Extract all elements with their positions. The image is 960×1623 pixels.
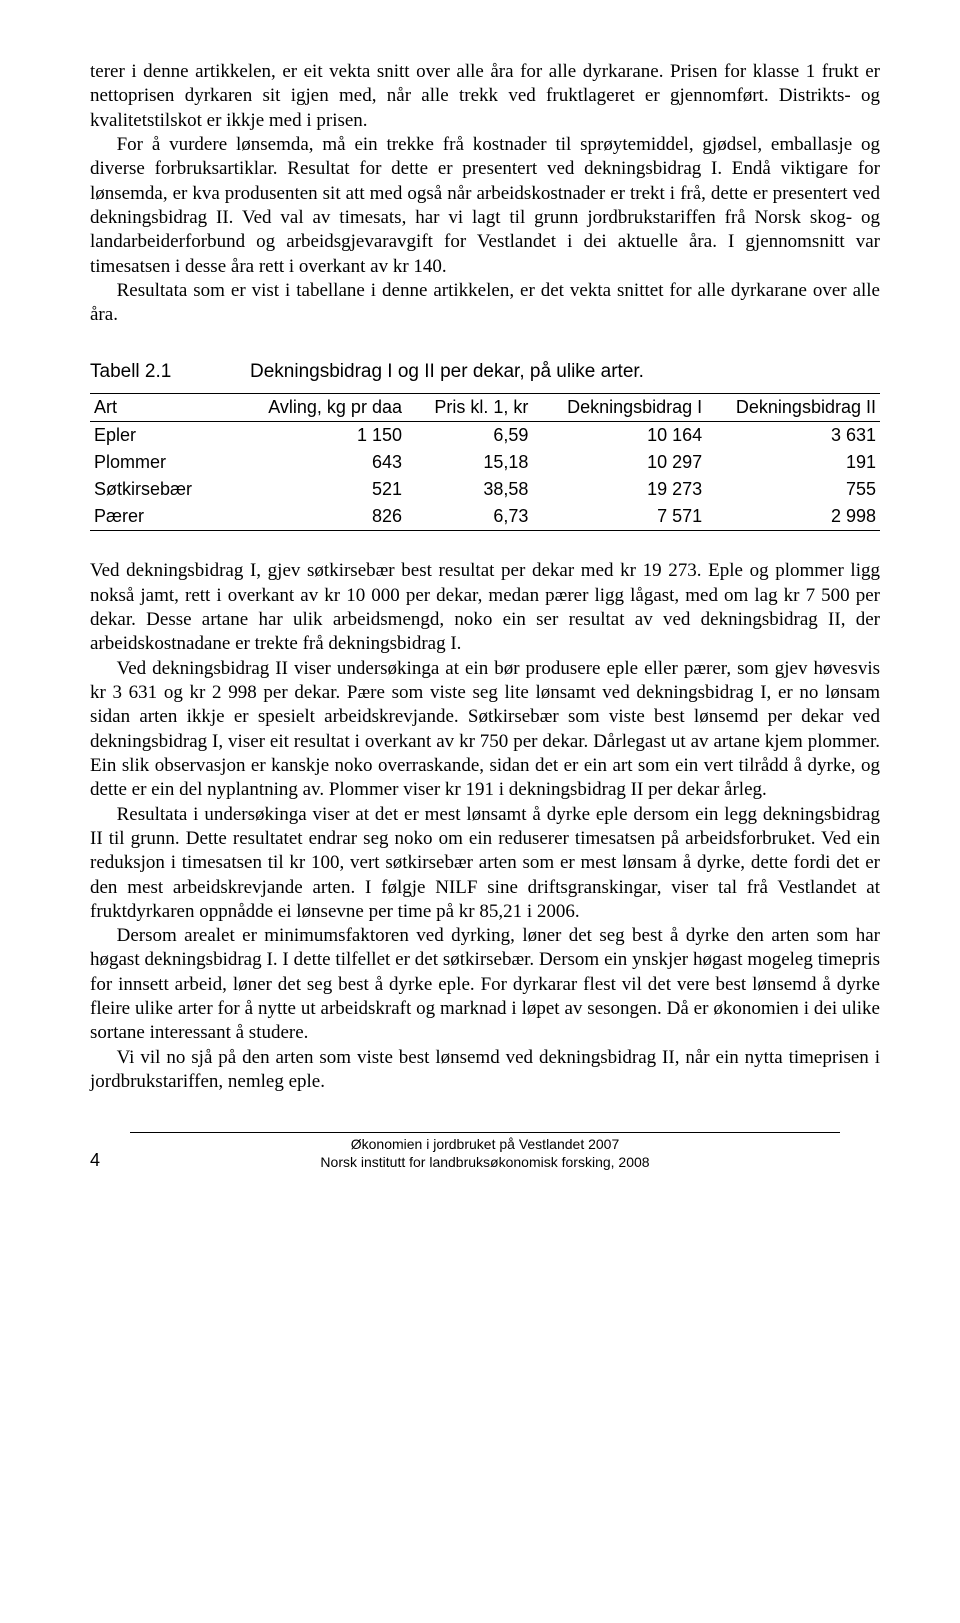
cell-pris: 6,59 bbox=[406, 422, 532, 450]
table-2-1: Tabell 2.1 Dekningsbidrag I og II per de… bbox=[90, 361, 880, 531]
col-header-avling: Avling, kg pr daa bbox=[232, 394, 406, 422]
col-header-pris: Pris kl. 1, kr bbox=[406, 394, 532, 422]
cell-db1: 10 297 bbox=[532, 449, 706, 476]
footer-line-1: Økonomien i jordbruket på Vestlandet 200… bbox=[351, 1136, 620, 1152]
table-row: Søtkirsebær 521 38,58 19 273 755 bbox=[90, 476, 880, 503]
cell-db1: 19 273 bbox=[532, 476, 706, 503]
table-caption: Dekningsbidrag I og II per dekar, på uli… bbox=[250, 361, 644, 383]
paragraph-2: For å vurdere lønsemda, må ein trekke fr… bbox=[90, 133, 880, 279]
cell-db1: 10 164 bbox=[532, 422, 706, 450]
page-number: 4 bbox=[90, 1150, 130, 1171]
cell-db2: 755 bbox=[706, 476, 880, 503]
cell-art: Pærer bbox=[90, 503, 232, 531]
paragraph-1: terer i denne artikkelen, er eit vekta s… bbox=[90, 60, 880, 133]
footer-text: Økonomien i jordbruket på Vestlandet 200… bbox=[130, 1132, 840, 1171]
paragraph-3: Resultata som er vist i tabellane i denn… bbox=[90, 279, 880, 328]
table-label: Tabell 2.1 bbox=[90, 361, 250, 383]
cell-db2: 2 998 bbox=[706, 503, 880, 531]
paragraph-7: Dersom arealet er minimumsfaktoren ved d… bbox=[90, 924, 880, 1046]
paragraph-8: Vi vil no sjå på den arten som viste bes… bbox=[90, 1046, 880, 1095]
data-table: Art Avling, kg pr daa Pris kl. 1, kr Dek… bbox=[90, 393, 880, 531]
cell-db1: 7 571 bbox=[532, 503, 706, 531]
table-row: Epler 1 150 6,59 10 164 3 631 bbox=[90, 422, 880, 450]
table-row: Pærer 826 6,73 7 571 2 998 bbox=[90, 503, 880, 531]
cell-avling: 521 bbox=[232, 476, 406, 503]
cell-avling: 826 bbox=[232, 503, 406, 531]
col-header-db2: Dekningsbidrag II bbox=[706, 394, 880, 422]
col-header-art: Art bbox=[90, 394, 232, 422]
table-header-row: Art Avling, kg pr daa Pris kl. 1, kr Dek… bbox=[90, 394, 880, 422]
cell-pris: 38,58 bbox=[406, 476, 532, 503]
cell-db2: 191 bbox=[706, 449, 880, 476]
table-row: Plommer 643 15,18 10 297 191 bbox=[90, 449, 880, 476]
col-header-db1: Dekningsbidrag I bbox=[532, 394, 706, 422]
paragraph-6: Resultata i undersøkinga viser at det er… bbox=[90, 803, 880, 925]
cell-art: Søtkirsebær bbox=[90, 476, 232, 503]
cell-avling: 643 bbox=[232, 449, 406, 476]
cell-pris: 6,73 bbox=[406, 503, 532, 531]
cell-avling: 1 150 bbox=[232, 422, 406, 450]
footer-line-2: Norsk institutt for landbruksøkonomisk f… bbox=[320, 1154, 649, 1170]
cell-art: Plommer bbox=[90, 449, 232, 476]
cell-art: Epler bbox=[90, 422, 232, 450]
paragraph-5: Ved dekningsbidrag II viser undersøkinga… bbox=[90, 657, 880, 803]
cell-pris: 15,18 bbox=[406, 449, 532, 476]
page-footer: 4 Økonomien i jordbruket på Vestlandet 2… bbox=[90, 1132, 880, 1171]
cell-db2: 3 631 bbox=[706, 422, 880, 450]
paragraph-4: Ved dekningsbidrag I, gjev søtkirsebær b… bbox=[90, 559, 880, 656]
